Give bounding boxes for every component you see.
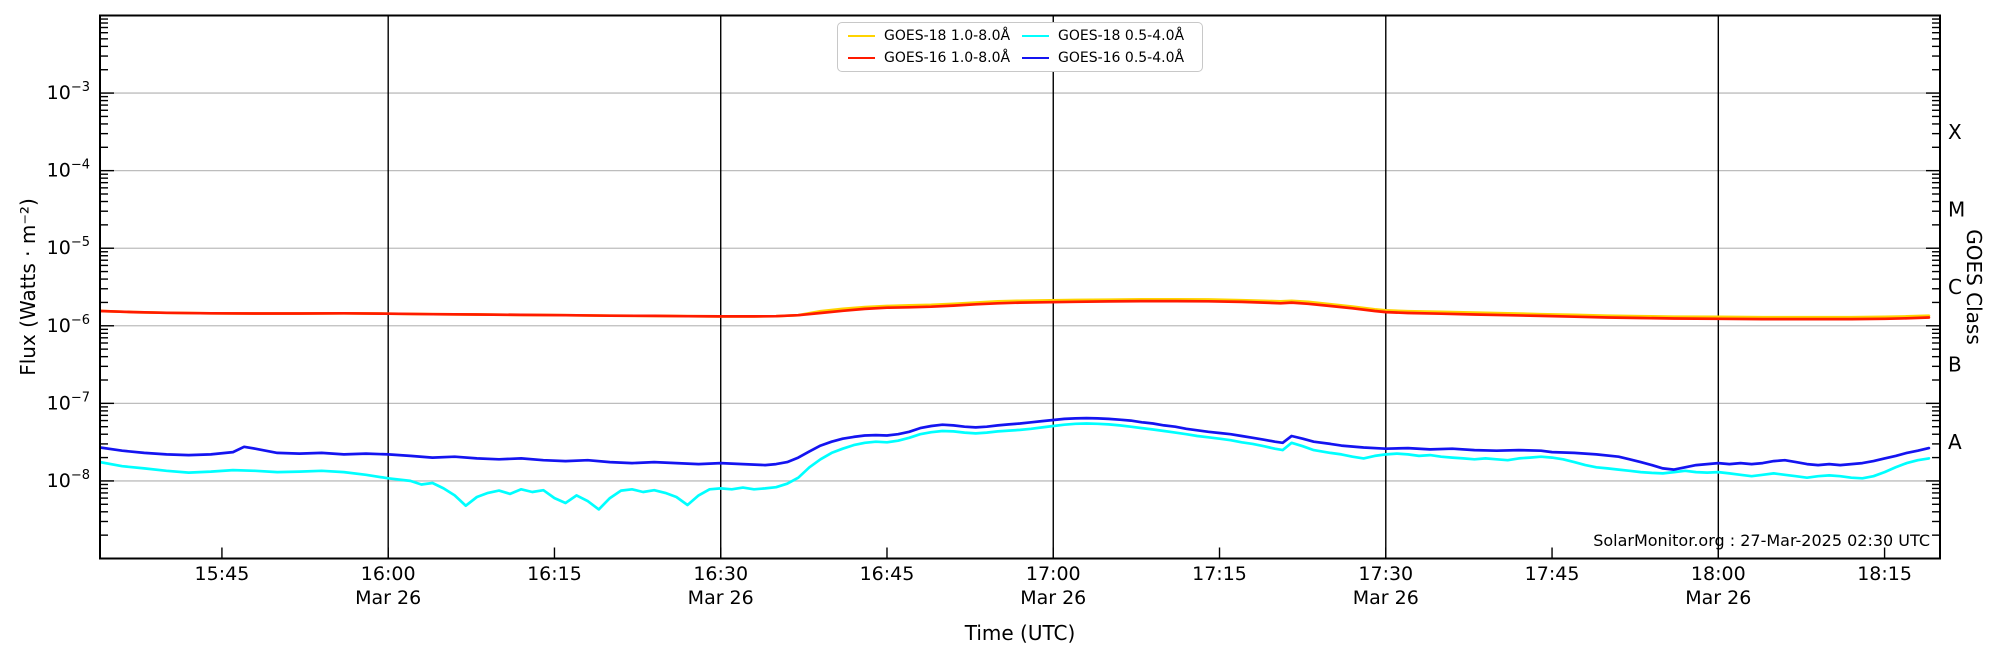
legend-label: GOES-16 0.5-4.0Å	[1058, 50, 1185, 66]
y-tick-label: 10−6	[47, 313, 90, 337]
y-axis-label-flux: Flux (Watts · m⁻²)	[16, 198, 40, 376]
y-tick-label: 10−7	[47, 390, 90, 414]
goes18-short-line-swatch	[1022, 35, 1049, 37]
x-tick-label: 17:00	[1026, 563, 1081, 585]
y-tick-label: 10−4	[47, 158, 90, 182]
x-tick-label: 17:15	[1192, 563, 1247, 585]
legend-item: GOES-16 0.5-4.0Å	[1022, 47, 1196, 69]
x-tick-label: 18:00	[1691, 563, 1746, 585]
legend-item: GOES-16 1.0-8.0Å	[848, 47, 1022, 69]
solarmonitor-timestamp: SolarMonitor.org : 27-Mar-2025 02:30 UTC	[1593, 531, 1930, 550]
goes-class-letter: A	[1948, 430, 1962, 454]
x-tick-label: 15:45	[195, 563, 250, 585]
legend-label: GOES-16 1.0-8.0Å	[884, 50, 1011, 66]
x-tick-label: 16:15	[527, 563, 582, 585]
goes16-short-line-swatch	[1022, 57, 1049, 59]
x-tick-date-label: Mar 26	[1685, 587, 1751, 609]
x-tick-date-label: Mar 26	[355, 587, 421, 609]
goes-class-letter: B	[1948, 353, 1962, 377]
legend-item: GOES-18 0.5-4.0Å	[1022, 25, 1196, 47]
y-tick-label: 10−8	[47, 468, 90, 492]
x-tick-label: 18:15	[1857, 563, 1912, 585]
goes18-long-line-swatch	[848, 35, 875, 37]
y-tick-label: 10−3	[47, 80, 90, 104]
goes-class-letter: X	[1948, 120, 1962, 144]
series-goes-16-0-5-4-0-	[100, 416, 1931, 471]
x-tick-date-label: Mar 26	[688, 587, 754, 609]
x-tick-date-label: Mar 26	[1353, 587, 1419, 609]
y-axis-label-goes-class: GOES Class	[1962, 229, 1986, 345]
plot-frame	[99, 14, 1941, 560]
x-axis-label-time: Time (UTC)	[964, 621, 1076, 645]
series-goes-16-1-0-8-0-	[100, 299, 1931, 321]
series-group	[100, 298, 1931, 511]
legend-label: GOES-18 0.5-4.0Å	[1058, 28, 1185, 44]
x-tick-label: 17:30	[1358, 563, 1413, 585]
goes-class-letter: M	[1948, 197, 1965, 221]
x-tick-date-label: Mar 26	[1020, 587, 1086, 609]
y-tick-label: 10−5	[47, 235, 90, 259]
x-tick-label: 17:45	[1525, 563, 1580, 585]
x-tick-label: 16:30	[693, 563, 748, 585]
legend-label: GOES-18 1.0-8.0Å	[884, 28, 1011, 44]
x-tick-label: 16:00	[361, 563, 416, 585]
goes16-long-line-swatch	[848, 57, 875, 59]
goes-class-letter: C	[1948, 275, 1962, 299]
legend-item: GOES-18 1.0-8.0Å	[848, 25, 1022, 47]
series-goes-18-0-5-4-0-	[100, 422, 1931, 511]
legend: GOES-18 1.0-8.0Å GOES-16 1.0-8.0Å GOES-1…	[837, 22, 1203, 72]
x-tick-label: 16:45	[860, 563, 915, 585]
